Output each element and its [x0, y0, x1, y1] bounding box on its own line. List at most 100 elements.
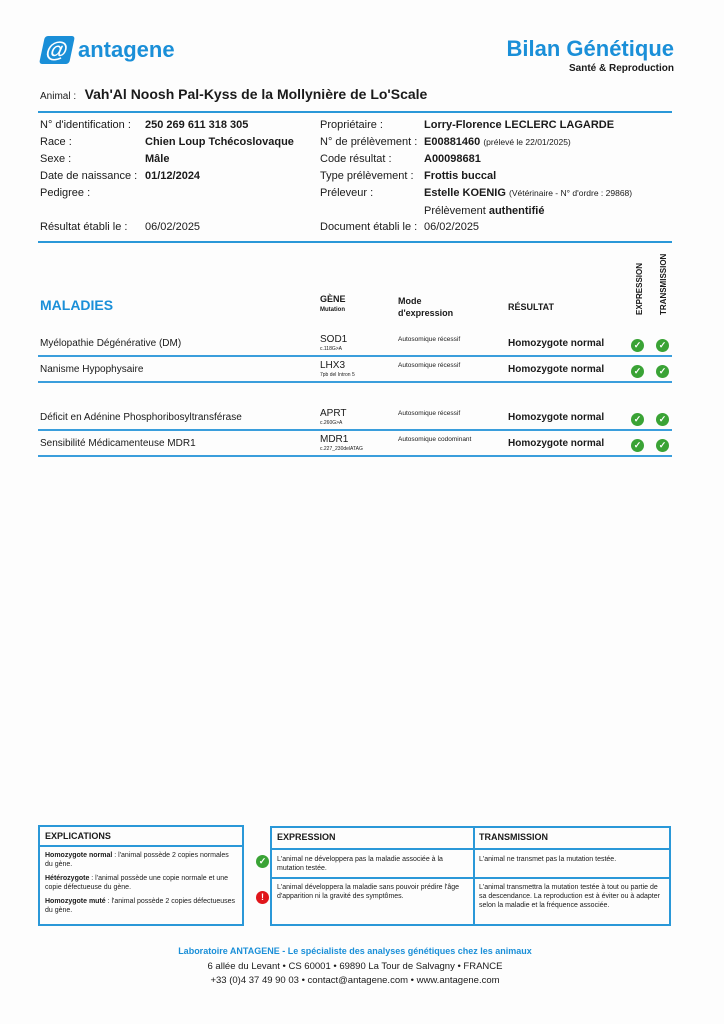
expression-check-icon: ✓: [631, 339, 644, 352]
ok-transmission-text: L'animal ne transmet pas la mutation tes…: [479, 856, 617, 863]
col-gene: GÈNE: [320, 294, 346, 304]
gene-name: APRT: [320, 408, 347, 419]
footer-contact: +33 (0)4 37 49 90 03 • contact@antagene.…: [210, 975, 500, 986]
mutation: 7pb del Intron 5: [320, 372, 355, 378]
authenticated-prefix: Prélèvement: [424, 205, 486, 217]
expression-mode: Autosomique récessif: [398, 362, 461, 369]
table-title: MALADIES: [40, 297, 114, 313]
info-left: N° d'identification : 250 269 611 318 305…: [40, 119, 310, 204]
row-divider: [38, 381, 672, 383]
animal-name: Vah'Al Noosh Pal-Kyss de la Mollynière d…: [84, 86, 428, 102]
col-mutation: Mutation: [320, 307, 345, 313]
info-value: E00881460 (prélevé le 22/01/2025): [424, 136, 571, 148]
col-result: RÉSULTAT: [508, 302, 554, 312]
transmission-check-icon: ✓: [656, 413, 669, 426]
authenticated: Prélèvement authentifié: [424, 205, 544, 217]
row-divider: [38, 455, 672, 457]
expression-check-icon: ✓: [631, 365, 644, 378]
warn-expression-text: L'animal développera la maladie sans pou…: [277, 884, 460, 900]
explication-text: : l'animal possède 2 copies normales du …: [45, 852, 229, 868]
divider: [38, 111, 672, 113]
info-value-main: A00098681: [424, 153, 481, 165]
disease-name: Nanisme Hypophysaire: [40, 364, 144, 375]
mutation: c.260G>A: [320, 420, 343, 426]
info-value-main: Lorry-Florence LECLERC LAGARDE: [424, 119, 615, 131]
result: Homozygote normal: [508, 364, 605, 375]
page-title: Bilan Génétique: [506, 36, 674, 61]
col-mode: Mode d'expression: [398, 296, 454, 318]
info-value: 01/12/2024: [145, 170, 201, 182]
warning-icon: !: [256, 891, 269, 904]
expression-check-icon: ✓: [631, 439, 644, 452]
explication-term: Hétérozygote: [45, 875, 90, 882]
explication-term: Homozygote normal: [45, 852, 113, 859]
logo: @ antagene: [39, 36, 175, 64]
info-value-main: Frottis buccal: [424, 170, 497, 182]
doc-date-value: 06/02/2025: [424, 221, 480, 233]
info-label: Race :: [40, 136, 72, 148]
transmission-check-icon: ✓: [656, 339, 669, 352]
check-icon: ✓: [256, 855, 269, 868]
expression-mode: Autosomique récessif: [398, 336, 461, 343]
animal-line: Animal : Vah'Al Noosh Pal-Kyss de la Mol…: [40, 86, 427, 104]
disease-name: Myélopathie Dégénérative (DM): [40, 338, 182, 349]
info-label: N° d'identification :: [40, 119, 131, 131]
info-label: Pedigree :: [40, 187, 91, 199]
gene-name: LHX3: [320, 360, 346, 371]
explication-item: Homozygote muté : l'animal possède 2 cop…: [45, 897, 237, 915]
info-value: Chien Loup Tchécoslovaque: [145, 136, 294, 148]
footer-tagline: Laboratoire ANTAGENE - Le spécialiste de…: [178, 946, 532, 956]
col-transmission: TRANSMISSION: [659, 253, 668, 315]
expression-check-icon: ✓: [631, 413, 644, 426]
info-label: Date de naissance :: [40, 170, 138, 182]
explication-text: : l'animal possède 2 copies défectueuses…: [45, 898, 236, 914]
info-value: A00098681: [424, 153, 481, 165]
legend-table: EXPRESSION TRANSMISSION L'animal ne déve…: [270, 826, 671, 926]
info-value-main: E00881460: [424, 136, 481, 148]
info-label: Type prélèvement :: [320, 170, 414, 182]
explication-item: Homozygote normal : l'animal possède 2 c…: [45, 851, 237, 869]
info-value-main: Estelle KOENIG: [424, 187, 506, 199]
info-label: Code résultat :: [320, 153, 392, 165]
explication-item: Hétérozygote : l'animal possède une copi…: [45, 874, 237, 892]
row-divider: [38, 355, 672, 357]
logo-icon: @: [39, 36, 75, 64]
mutation: c.227_230delATAG: [320, 446, 363, 452]
doc-date-label: Document établi le :: [320, 221, 418, 233]
disease-name: Déficit en Adénine Phosphoribosyltransfé…: [40, 412, 242, 423]
expression-mode: Autosomique codominant: [398, 436, 472, 443]
animal-label: Animal :: [40, 91, 77, 102]
gene-name: SOD1: [320, 334, 348, 345]
legend-transmission-title: TRANSMISSION: [479, 832, 549, 842]
gene-name: MDR1: [320, 434, 349, 445]
explications-title: EXPLICATIONS: [40, 827, 242, 847]
info-value: 250 269 611 318 305: [145, 119, 249, 131]
info-label: Sexe :: [40, 153, 72, 165]
divider: [38, 241, 672, 243]
info-value: Mâle: [145, 153, 170, 165]
logo-text: antagene: [78, 37, 175, 62]
info-value: Lorry-Florence LECLERC LAGARDE: [424, 119, 614, 131]
warn-transmission-text: L'animal transmettra la mutation testée …: [479, 884, 660, 909]
info-label: Propriétaire :: [320, 119, 383, 131]
info-value-extra: (Vétérinaire - N° d'ordre : 29868): [508, 188, 633, 198]
result-date-label: Résultat établi le :: [40, 221, 128, 233]
col-expression: EXPRESSION: [635, 262, 644, 315]
result: Homozygote normal: [508, 438, 605, 449]
info-value: Estelle KOENIG (Vétérinaire - N° d'ordre…: [424, 187, 632, 199]
explication-text: : l'animal possède une copie normale et …: [45, 875, 229, 891]
row-divider: [38, 429, 672, 431]
transmission-check-icon: ✓: [656, 365, 669, 378]
explications-box: EXPLICATIONS Homozygote normal : l'anima…: [38, 825, 244, 926]
ok-expression-text: L'animal ne développera pas la maladie a…: [277, 856, 443, 872]
authenticated-value: authentifié: [488, 205, 545, 217]
result-date-value: 06/02/2025: [145, 221, 201, 233]
result: Homozygote normal: [508, 338, 605, 349]
info-label: Préleveur :: [320, 187, 374, 199]
info-value: Frottis buccal: [424, 170, 496, 182]
info-right: Propriétaire : Lorry-Florence LECLERC LAG…: [320, 119, 670, 204]
explication-term: Homozygote muté: [45, 898, 106, 905]
footer-address: 6 allée du Levant • CS 60001 • 69890 La …: [207, 961, 503, 972]
info-value-extra: (prélevé le 22/01/2025): [483, 137, 571, 147]
transmission-check-icon: ✓: [656, 439, 669, 452]
